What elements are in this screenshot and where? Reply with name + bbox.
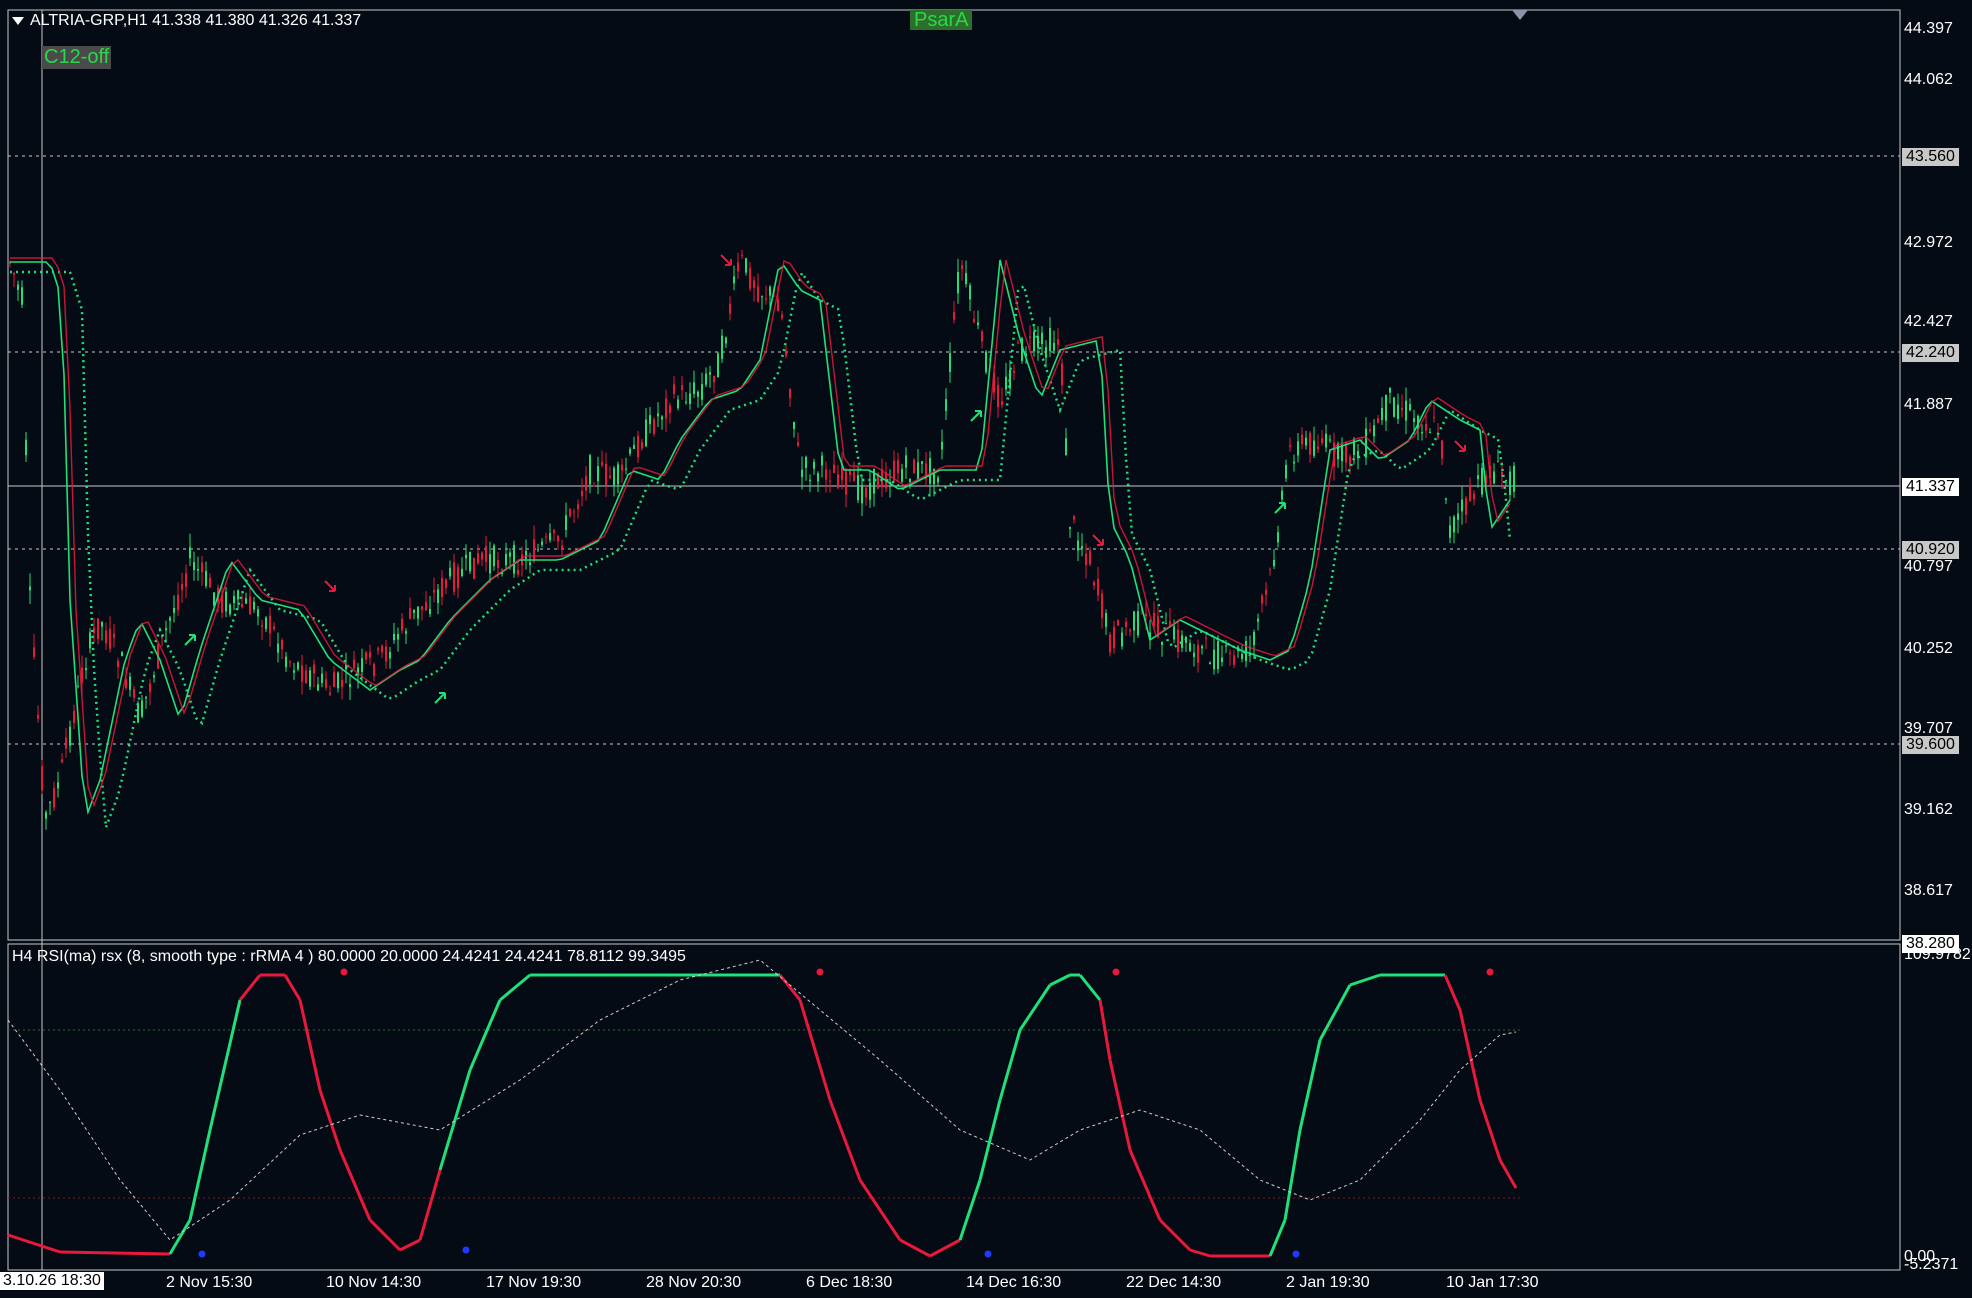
psar-label: PsarA (910, 10, 973, 30)
price-tick: 38.617 (1904, 882, 1953, 899)
oscillator-panel-frame (7, 943, 1901, 1271)
time-tick: 6 Dec 18:30 (806, 1274, 893, 1291)
time-tick: 10 Jan 17:30 (1446, 1274, 1539, 1291)
time-tick: 22 Dec 14:30 (1126, 1274, 1222, 1291)
price-bottom-label: 38.280 (1902, 935, 1959, 953)
time-tick: 28 Nov 20:30 (646, 1274, 742, 1291)
level-lines (8, 155, 1900, 745)
price-tick: 42.427 (1904, 313, 1953, 330)
level-label: 43.560 (1902, 148, 1959, 166)
current-price-label: 41.337 (1902, 478, 1959, 496)
symbol-line: ALTRIA-GRP,H1 41.338 41.380 41.326 41.33… (30, 12, 362, 29)
candlesticks (9, 249, 1515, 830)
oscillator-header: H4 RSI(ma) rsx (8, smooth type : rRMA 4 … (12, 948, 686, 965)
price-tick: 40.252 (1904, 640, 1953, 657)
price-tick: 44.397 (1904, 20, 1953, 37)
level-label: 42.240 (1902, 344, 1959, 362)
price-tick: 41.887 (1904, 396, 1953, 413)
time-start-label: 3.10.26 18:30 (0, 1272, 104, 1290)
time-tick: 2 Nov 15:30 (166, 1274, 253, 1291)
dropdown-triangle-icon[interactable] (12, 16, 24, 25)
osc-zero-label: 0.00 (1904, 1248, 1936, 1265)
time-tick: 17 Nov 19:30 (486, 1274, 582, 1291)
osc-scale-top: 109.9782 (1904, 946, 1971, 963)
shift-marker-icon[interactable] (1512, 10, 1528, 20)
moving-averages (10, 257, 1512, 828)
price-tick: 39.707 (1904, 720, 1953, 737)
time-tick: 2 Jan 19:30 (1286, 1274, 1370, 1291)
time-tick: 10 Nov 14:30 (326, 1274, 422, 1291)
time-tick: 14 Dec 16:30 (966, 1274, 1062, 1291)
level-label: 39.600 (1902, 736, 1959, 754)
price-tick: 44.062 (1904, 71, 1953, 88)
osc-scale-bottom: -5.2371 (1904, 1256, 1959, 1273)
price-tick: 42.972 (1904, 234, 1953, 251)
c12-label: C12-off (42, 46, 112, 69)
rsx-oscillator (7, 959, 1518, 1258)
symbol-header[interactable]: ALTRIA-GRP,H1 41.338 41.380 41.326 41.33… (12, 12, 361, 30)
signal-arrows (184, 254, 1466, 704)
price-tick: 39.162 (1904, 801, 1953, 818)
level-label: 40.920 (1902, 541, 1959, 559)
main-panel-frame (7, 9, 1901, 941)
price-tick: 40.797 (1904, 558, 1953, 575)
